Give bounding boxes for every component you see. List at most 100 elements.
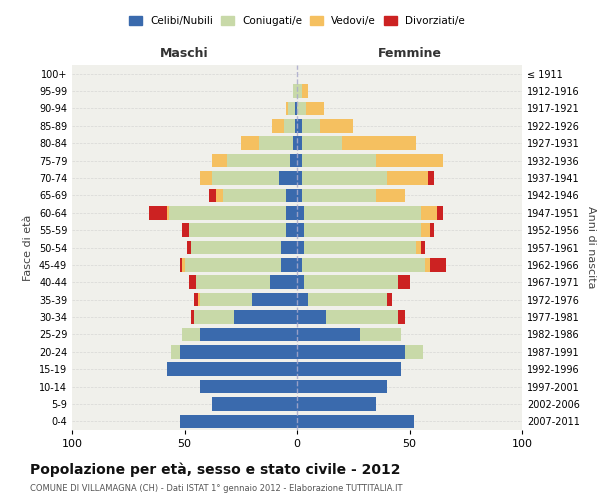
Bar <box>259 136 293 150</box>
Bar <box>171 345 180 358</box>
Bar <box>297 224 304 237</box>
Bar <box>308 293 387 306</box>
Bar <box>376 188 405 202</box>
Bar <box>185 258 281 272</box>
Bar <box>200 293 252 306</box>
Bar <box>290 154 297 168</box>
Bar <box>169 206 286 220</box>
Bar <box>421 206 437 220</box>
Bar <box>297 258 302 272</box>
Bar <box>167 362 297 376</box>
Bar <box>216 188 223 202</box>
Bar <box>227 154 290 168</box>
Text: Popolazione per età, sesso e stato civile - 2012: Popolazione per età, sesso e stato civil… <box>30 462 401 477</box>
Bar <box>281 258 297 272</box>
Bar <box>193 310 234 324</box>
Bar <box>252 293 297 306</box>
Bar <box>430 224 434 237</box>
Bar <box>279 171 297 185</box>
Bar <box>286 224 297 237</box>
Bar <box>398 310 405 324</box>
Bar <box>272 119 284 132</box>
Bar <box>209 188 216 202</box>
Bar <box>306 102 324 115</box>
Bar <box>293 84 297 98</box>
Bar <box>376 154 443 168</box>
Bar <box>212 171 279 185</box>
Bar <box>405 345 423 358</box>
Bar <box>182 258 185 272</box>
Bar <box>297 119 302 132</box>
Bar <box>182 224 189 237</box>
Bar <box>180 345 297 358</box>
Bar <box>198 293 200 306</box>
Bar <box>297 240 304 254</box>
Bar <box>191 240 281 254</box>
Bar <box>295 102 297 115</box>
Bar <box>187 240 191 254</box>
Bar <box>297 362 401 376</box>
Bar <box>286 206 297 220</box>
Bar <box>149 206 167 220</box>
Bar <box>286 188 297 202</box>
Bar <box>189 276 196 289</box>
Bar <box>167 206 169 220</box>
Bar <box>297 171 302 185</box>
Bar <box>425 258 430 272</box>
Bar <box>295 119 297 132</box>
Bar <box>342 136 416 150</box>
Bar <box>297 188 302 202</box>
Bar <box>288 102 295 115</box>
Bar <box>191 310 193 324</box>
Bar <box>241 136 259 150</box>
Bar <box>421 240 425 254</box>
Bar <box>304 276 398 289</box>
Bar <box>302 84 308 98</box>
Bar <box>398 276 409 289</box>
Bar <box>302 188 376 202</box>
Bar <box>281 240 297 254</box>
Bar <box>182 328 200 341</box>
Bar <box>223 188 286 202</box>
Bar <box>297 206 304 220</box>
Bar <box>416 240 421 254</box>
Bar <box>297 328 360 341</box>
Bar <box>297 414 414 428</box>
Bar <box>297 397 376 410</box>
Bar <box>302 171 387 185</box>
Bar <box>212 397 297 410</box>
Legend: Celibi/Nubili, Coniugati/e, Vedovi/e, Divorziati/e: Celibi/Nubili, Coniugati/e, Vedovi/e, Di… <box>125 12 469 30</box>
Bar <box>437 206 443 220</box>
Bar <box>304 240 416 254</box>
Bar <box>189 224 286 237</box>
Bar <box>297 84 302 98</box>
Bar <box>212 154 227 168</box>
Bar <box>326 310 398 324</box>
Bar <box>297 102 306 115</box>
Bar <box>387 171 427 185</box>
Bar <box>302 154 376 168</box>
Bar <box>193 293 198 306</box>
Bar <box>234 310 297 324</box>
Bar <box>320 119 353 132</box>
Text: Femmine: Femmine <box>377 47 442 60</box>
Bar <box>297 380 387 394</box>
Text: Maschi: Maschi <box>160 47 209 60</box>
Bar <box>297 154 302 168</box>
Bar <box>293 136 297 150</box>
Bar <box>304 206 421 220</box>
Bar <box>180 414 297 428</box>
Bar <box>297 345 405 358</box>
Bar <box>302 258 425 272</box>
Bar <box>200 380 297 394</box>
Y-axis label: Anni di nascita: Anni di nascita <box>586 206 596 289</box>
Bar <box>286 102 288 115</box>
Bar <box>302 119 320 132</box>
Bar <box>430 258 445 272</box>
Bar <box>196 276 270 289</box>
Bar <box>297 276 304 289</box>
Bar <box>302 136 342 150</box>
Bar <box>304 224 421 237</box>
Bar <box>427 171 434 185</box>
Bar <box>297 310 326 324</box>
